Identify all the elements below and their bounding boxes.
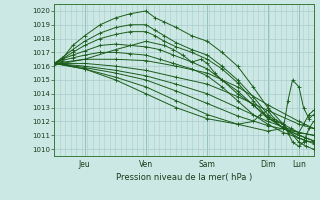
Text: Jeu: Jeu: [79, 160, 91, 169]
Text: Dim: Dim: [260, 160, 276, 169]
Text: Ven: Ven: [139, 160, 153, 169]
X-axis label: Pression niveau de la mer( hPa ): Pression niveau de la mer( hPa ): [116, 173, 252, 182]
Text: Lun: Lun: [292, 160, 306, 169]
Text: Sam: Sam: [199, 160, 216, 169]
